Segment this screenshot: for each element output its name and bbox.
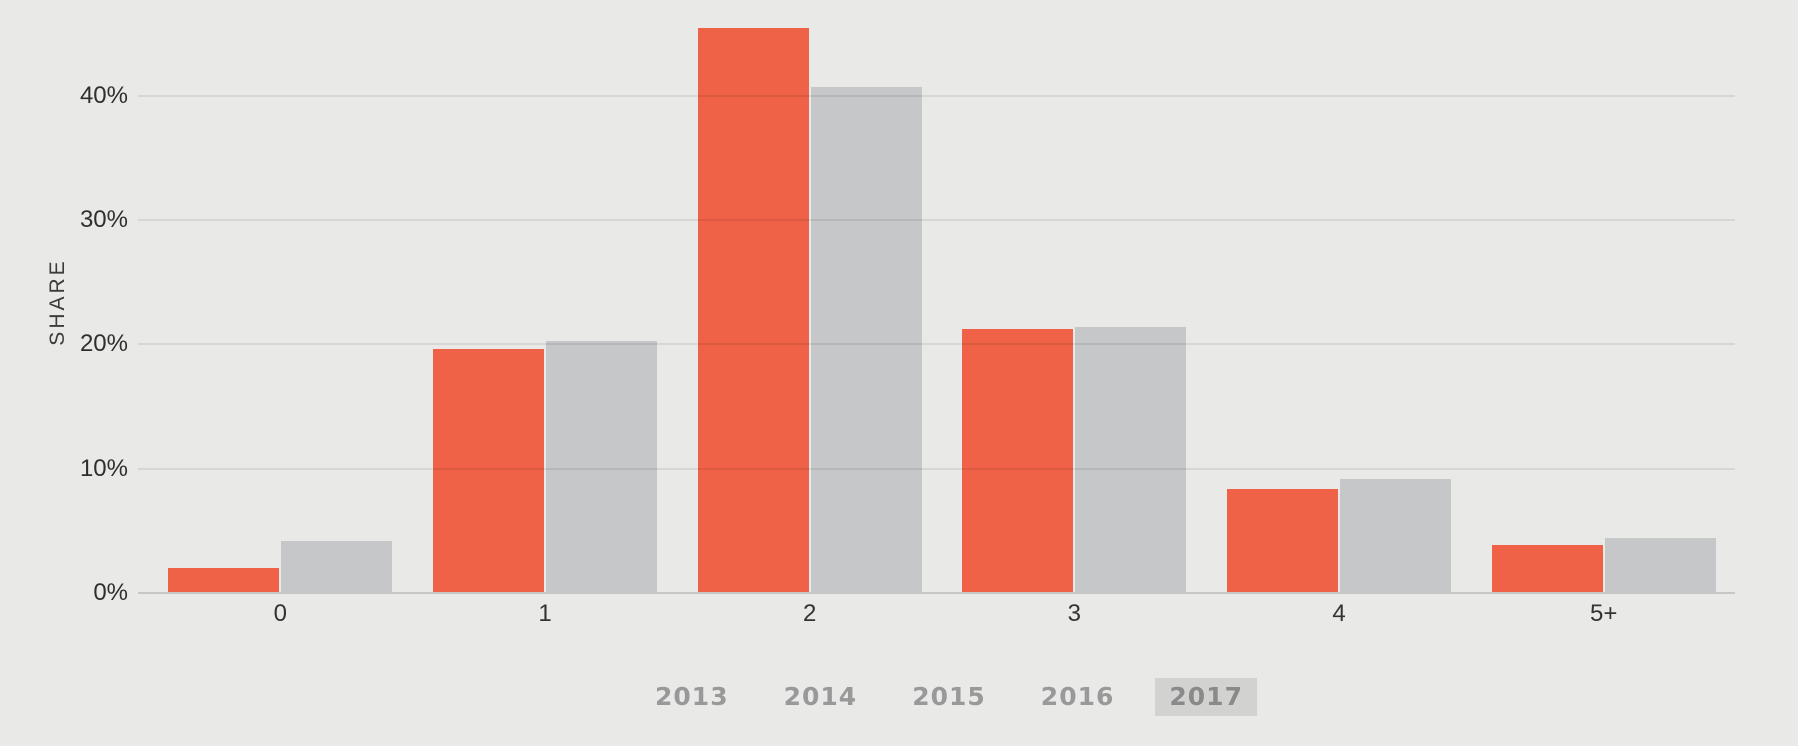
- bar-group-5+: [1471, 0, 1736, 593]
- bar-orange-highlight-3: [962, 329, 1074, 593]
- bar-orange-highlight-2: [697, 28, 809, 593]
- bar-gray-comparison-1: [546, 340, 657, 593]
- x-tick-label-2: 2: [803, 600, 817, 627]
- bar-group-4: [1207, 0, 1472, 593]
- gridline-30%: [138, 218, 1735, 221]
- bar-group-2: [677, 0, 942, 593]
- bar-gray-comparison-0: [281, 540, 393, 593]
- bar-gray-comparison-2: [810, 86, 922, 593]
- y-tick-label-10%: 10%: [79, 454, 128, 482]
- bar-gray-comparison-3: [1075, 326, 1187, 593]
- year-button-2017[interactable]: 2017: [1155, 678, 1257, 716]
- gridline-10%: [138, 467, 1735, 470]
- year-button-2015[interactable]: 2015: [898, 678, 1000, 716]
- year-button-2016[interactable]: 2016: [1027, 678, 1129, 716]
- y-tick-label-40%: 40%: [79, 81, 128, 109]
- x-tick-label-1: 1: [538, 600, 552, 627]
- bar-group-0: [148, 0, 413, 593]
- bar-gray-comparison-5+: [1604, 538, 1716, 593]
- plot-area: [148, 0, 1736, 593]
- x-tick-label-0: 0: [273, 600, 288, 627]
- bar-orange-highlight-1: [433, 349, 544, 593]
- bar-orange-highlight-0: [168, 568, 280, 593]
- year-button-2013[interactable]: 2013: [641, 678, 743, 716]
- gridline-40%: [138, 94, 1735, 97]
- x-tick-label-4: 4: [1332, 600, 1346, 627]
- bar-group-1: [413, 0, 678, 593]
- x-axis-line: [138, 592, 1735, 594]
- year-legend: 2013 2014 2015 2016 2017: [641, 678, 1257, 716]
- gridline-20%: [138, 343, 1735, 346]
- y-tick-label-30%: 30%: [79, 205, 128, 233]
- y-tick-label-0%: 0%: [93, 579, 128, 606]
- bar-orange-highlight-4: [1227, 488, 1339, 593]
- x-tick-label-3: 3: [1067, 600, 1082, 627]
- x-tick-label-5+: 5+: [1590, 600, 1618, 627]
- bar-group-3: [942, 0, 1207, 593]
- bar-orange-highlight-5+: [1491, 544, 1603, 593]
- year-button-2014[interactable]: 2014: [770, 678, 872, 716]
- x-tick-labels: 0 1 2 3 4 5+: [148, 600, 1736, 628]
- bar-gray-comparison-4: [1340, 478, 1452, 593]
- y-tick-label-20%: 20%: [79, 330, 128, 358]
